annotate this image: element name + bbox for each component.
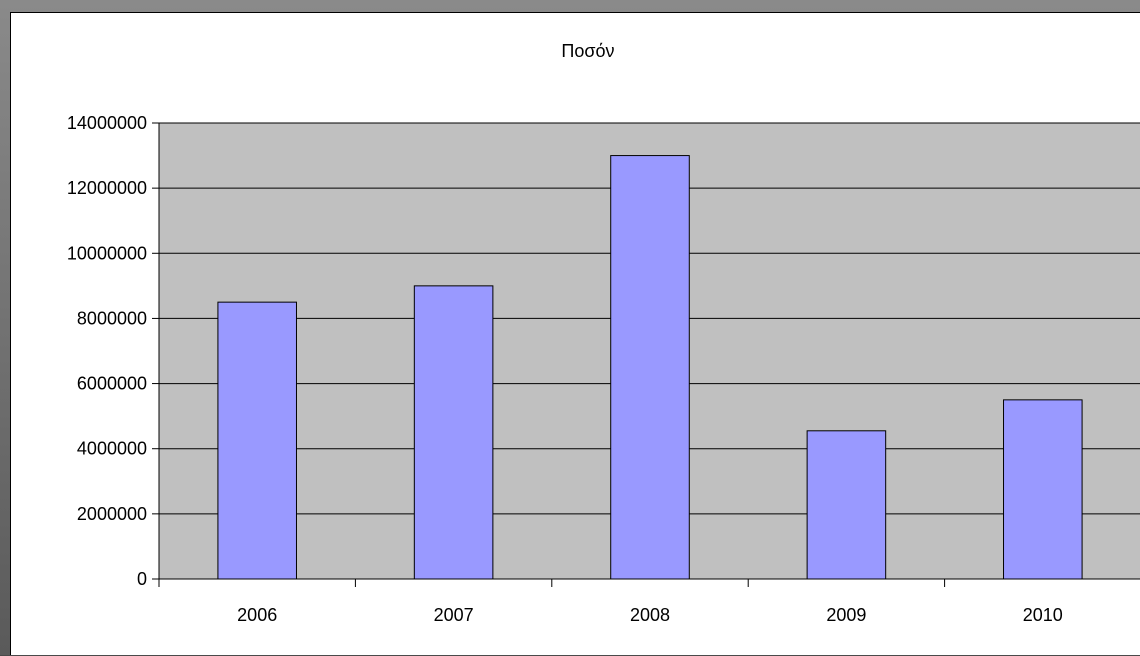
bar-2007 (413, 285, 494, 580)
y-tick-label: 12000000 (67, 178, 147, 198)
bar-2006 (217, 301, 297, 580)
y-tick-label: 8000000 (77, 308, 147, 328)
bar-2009 (806, 430, 887, 580)
y-tick-label: 4000000 (77, 439, 147, 459)
bar-2010 (1003, 399, 1083, 580)
chart-area: Ποσόν 0 2000000 4000000 6000000 8000000 10000… (10, 12, 1140, 655)
x-tick-label: 2007 (434, 605, 474, 625)
y-tick-label: 14000000 (67, 113, 147, 133)
bar-2008 (610, 155, 690, 580)
y-tick-label: 6000000 (77, 374, 147, 394)
x-tick-label: 2009 (826, 605, 866, 625)
plot-area: 0 2000000 4000000 6000000 8000000 10000000 120… (67, 113, 1140, 625)
x-tick-label: 2010 (1023, 605, 1063, 625)
chart-title: Ποσόν (561, 41, 614, 61)
bar-chart: Ποσόν 0 2000000 4000000 6000000 8000000 10000… (67, 41, 1140, 625)
x-tick-label: 2006 (237, 605, 277, 625)
y-tick-label: 10000000 (67, 243, 147, 263)
x-tick-label: 2008 (630, 605, 670, 625)
y-tick-label: 0 (137, 569, 147, 589)
y-tick-label: 2000000 (77, 504, 147, 524)
